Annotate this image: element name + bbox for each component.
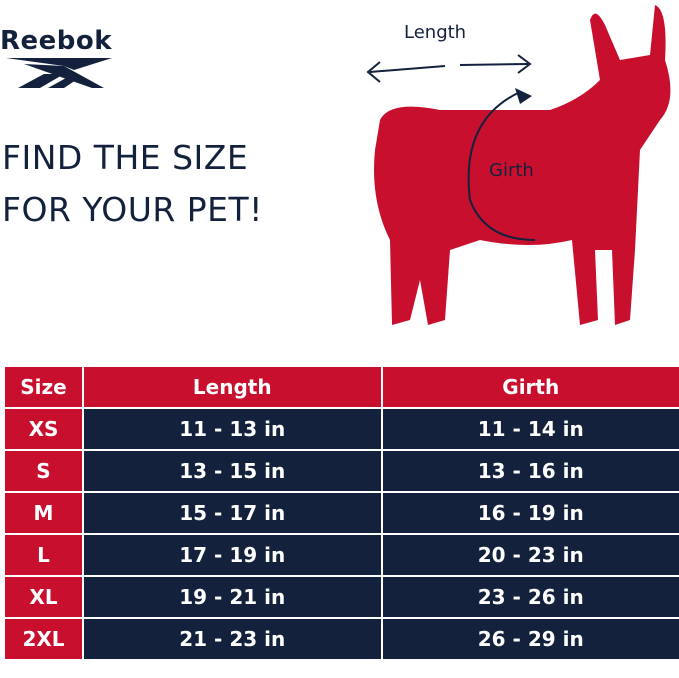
girth-cell: 20 - 23 in — [382, 535, 679, 575]
dog-illustration — [366, 5, 671, 325]
girth-arrow-icon — [467, 91, 536, 241]
reebok-vector-logo-icon — [6, 58, 112, 88]
headline-line-2: FOR YOUR PET! — [2, 190, 263, 229]
length-cell: 15 - 17 in — [84, 493, 381, 533]
headline: FIND THE SIZE FOR YOUR PET! — [2, 132, 263, 236]
girth-label: Girth — [489, 160, 534, 181]
size-cell: 2XL — [5, 619, 82, 659]
length-cell: 19 - 21 in — [84, 577, 381, 617]
length-cell: 13 - 15 in — [84, 451, 381, 491]
size-cell: M — [5, 493, 82, 533]
headline-line-1: FIND THE SIZE — [2, 138, 249, 177]
length-label: Length — [404, 22, 467, 43]
girth-cell: 16 - 19 in — [382, 493, 679, 533]
header-length: Length — [84, 367, 381, 407]
header-girth: Girth — [382, 367, 679, 407]
table-row: XL 19 - 21 in 23 - 26 in — [5, 577, 679, 617]
length-cell: 17 - 19 in — [84, 535, 381, 575]
size-cell: XS — [5, 409, 82, 449]
girth-cell: 26 - 29 in — [382, 619, 679, 659]
dog-silhouette — [374, 5, 671, 325]
table-row: M 15 - 17 in 16 - 19 in — [5, 493, 679, 533]
table-header-row: Size Length Girth — [5, 367, 679, 407]
length-cell: 21 - 23 in — [84, 619, 381, 659]
length-arrow-right-icon — [459, 63, 529, 66]
girth-cell: 23 - 26 in — [382, 577, 679, 617]
length-cell: 11 - 13 in — [84, 409, 381, 449]
girth-cell: 13 - 16 in — [382, 451, 679, 491]
size-cell: L — [5, 535, 82, 575]
table-row: L 17 - 19 in 20 - 23 in — [5, 535, 679, 575]
brand-logo-text: Reebok — [0, 26, 113, 56]
table-row: 2XL 21 - 23 in 26 - 29 in — [5, 619, 679, 659]
table-row: XS 11 - 13 in 11 - 14 in — [5, 409, 679, 449]
girth-cell: 11 - 14 in — [382, 409, 679, 449]
size-cell: S — [5, 451, 82, 491]
table-row: S 13 - 15 in 13 - 16 in — [5, 451, 679, 491]
size-cell: XL — [5, 577, 82, 617]
length-arrow-left-icon — [369, 65, 446, 73]
size-table: Size Length Girth XS 11 - 13 in 11 - 14 in… — [3, 365, 679, 661]
header-size: Size — [5, 367, 82, 407]
